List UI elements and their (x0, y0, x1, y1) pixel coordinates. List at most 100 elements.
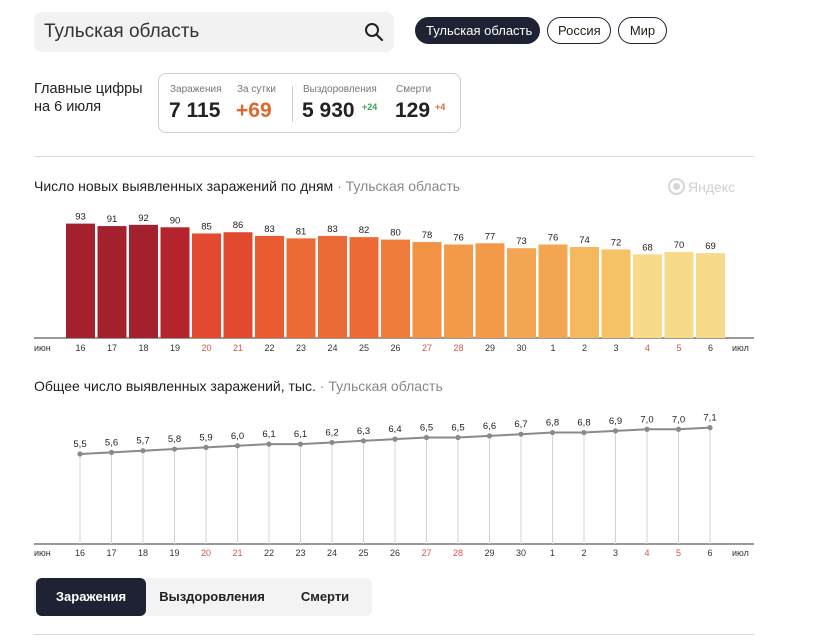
search-icon[interactable] (364, 22, 384, 42)
point-value-label: 5,7 (136, 436, 149, 447)
yandex-logo-icon (668, 178, 685, 195)
bar (570, 246, 599, 338)
x-tick-label: 21 (232, 548, 242, 558)
x-tick-label: 25 (359, 343, 369, 353)
x-tick-label: 29 (485, 343, 495, 353)
infections-value: 7 115 (169, 99, 221, 122)
bar-value-label: 72 (611, 237, 622, 248)
headline-title: Главные цифры (34, 81, 143, 97)
deaths-label: Смерти (396, 84, 432, 95)
bar-value-label: 83 (264, 224, 275, 235)
tab-deaths[interactable]: Смерти (300, 589, 350, 604)
x-tick-label: 17 (107, 343, 117, 353)
data-point (612, 428, 619, 434)
data-point (140, 448, 146, 454)
headline: Главные цифры на 6 июля (34, 80, 154, 116)
bar-value-label: 68 (642, 242, 653, 253)
point-value-label: 6,1 (294, 429, 307, 440)
x-tick-label: 24 (327, 548, 337, 558)
x-tick-label: 24 (327, 343, 337, 353)
bar-value-label: 74 (579, 235, 590, 246)
bar-value-label: 83 (327, 224, 338, 235)
point-value-label: 7,1 (703, 413, 716, 424)
data-point (203, 444, 209, 450)
x-tick-label: 17 (106, 548, 116, 558)
yandex-logo: Яндекс (668, 178, 735, 195)
x-tick-label: 16 (75, 343, 85, 353)
search-bar[interactable]: Тульская область (34, 12, 394, 52)
data-point (297, 441, 304, 447)
bar-value-label: 85 (201, 221, 212, 232)
x-tick-label: 1 (550, 343, 555, 353)
headline-date: на 6 июля (34, 99, 102, 115)
x-tick-label: 29 (484, 548, 494, 558)
x-tick-label: 1 (550, 548, 555, 558)
x-tick-label: 16 (75, 548, 85, 558)
bar (538, 244, 568, 338)
region-button-russia[interactable]: Россия (547, 17, 611, 44)
point-value-label: 6,2 (325, 427, 338, 438)
x-tick-label: 5 (676, 343, 681, 353)
bar (160, 227, 190, 338)
bar-chart-title-text: Число новых выявленных заражений по дням (34, 178, 334, 194)
stats-divider (292, 86, 293, 122)
bar-value-label: 70 (674, 240, 685, 251)
x-tick-label: 27 (422, 343, 432, 353)
line-chart-title-text: Общее число выявленных заражений, тыс. (34, 378, 316, 394)
daily-value: +69 (236, 99, 272, 122)
tab-infections[interactable]: Заражения (36, 578, 146, 616)
tab-recoveries[interactable]: Выздоровления (159, 589, 265, 604)
bar-value-label: 76 (453, 233, 464, 244)
bar-value-label: 80 (390, 228, 401, 239)
bar (381, 239, 410, 338)
x-tick-label: 22 (264, 548, 274, 558)
x-tick-label: 22 (264, 343, 274, 353)
recovered-value: 5 930 (302, 99, 355, 122)
bar-value-label: 90 (170, 215, 181, 226)
x-tick-label: 23 (296, 343, 306, 353)
x-tick-label: 2 (581, 548, 586, 558)
bar-value-label: 86 (233, 220, 244, 231)
data-point (234, 443, 241, 449)
search-input[interactable]: Тульская область (44, 21, 200, 42)
point-value-label: 7,0 (672, 414, 685, 425)
recovered-label: Выздоровления (303, 84, 377, 95)
bar (412, 242, 442, 338)
x-tick-label: 6 (707, 548, 712, 558)
deaths-value: 129 (395, 99, 431, 122)
region-button-world[interactable]: Мир (618, 17, 667, 44)
month-end-label: июл (732, 343, 749, 353)
deaths-delta: +4 (435, 102, 446, 112)
bar-chart-subtitle: Тульская область (345, 178, 461, 194)
point-value-label: 6,4 (388, 424, 401, 435)
point-value-label: 5,8 (168, 434, 181, 445)
region-button-tula[interactable]: Тульская область (415, 17, 540, 44)
data-point (486, 433, 493, 439)
bar (475, 243, 505, 338)
point-value-label: 6,8 (546, 418, 559, 429)
x-tick-label: 26 (390, 548, 400, 558)
data-point (644, 426, 650, 432)
x-tick-label: 18 (138, 548, 148, 558)
x-tick-label: 3 (613, 343, 618, 353)
data-point (581, 429, 587, 436)
data-point (171, 446, 178, 452)
data-point (518, 431, 524, 437)
x-tick-label: 2 (582, 343, 587, 353)
bar (696, 253, 725, 338)
point-value-label: 5,6 (105, 437, 118, 448)
bar-value-label: 92 (138, 213, 149, 224)
data-point (455, 434, 461, 441)
daily-label: За сутки (237, 84, 276, 95)
x-tick-label: 19 (170, 343, 180, 353)
line-chart-title: Общее число выявленных заражений, тыс. ·… (34, 378, 443, 394)
bar (129, 224, 158, 338)
bar (255, 235, 284, 338)
point-value-label: 6,6 (483, 421, 496, 432)
month-start-label: июн (34, 343, 51, 353)
bar (664, 251, 694, 338)
bar-value-label: 76 (548, 233, 559, 244)
bar (633, 254, 662, 338)
bar-value-label: 73 (516, 236, 527, 247)
point-value-label: 5,5 (73, 439, 86, 450)
